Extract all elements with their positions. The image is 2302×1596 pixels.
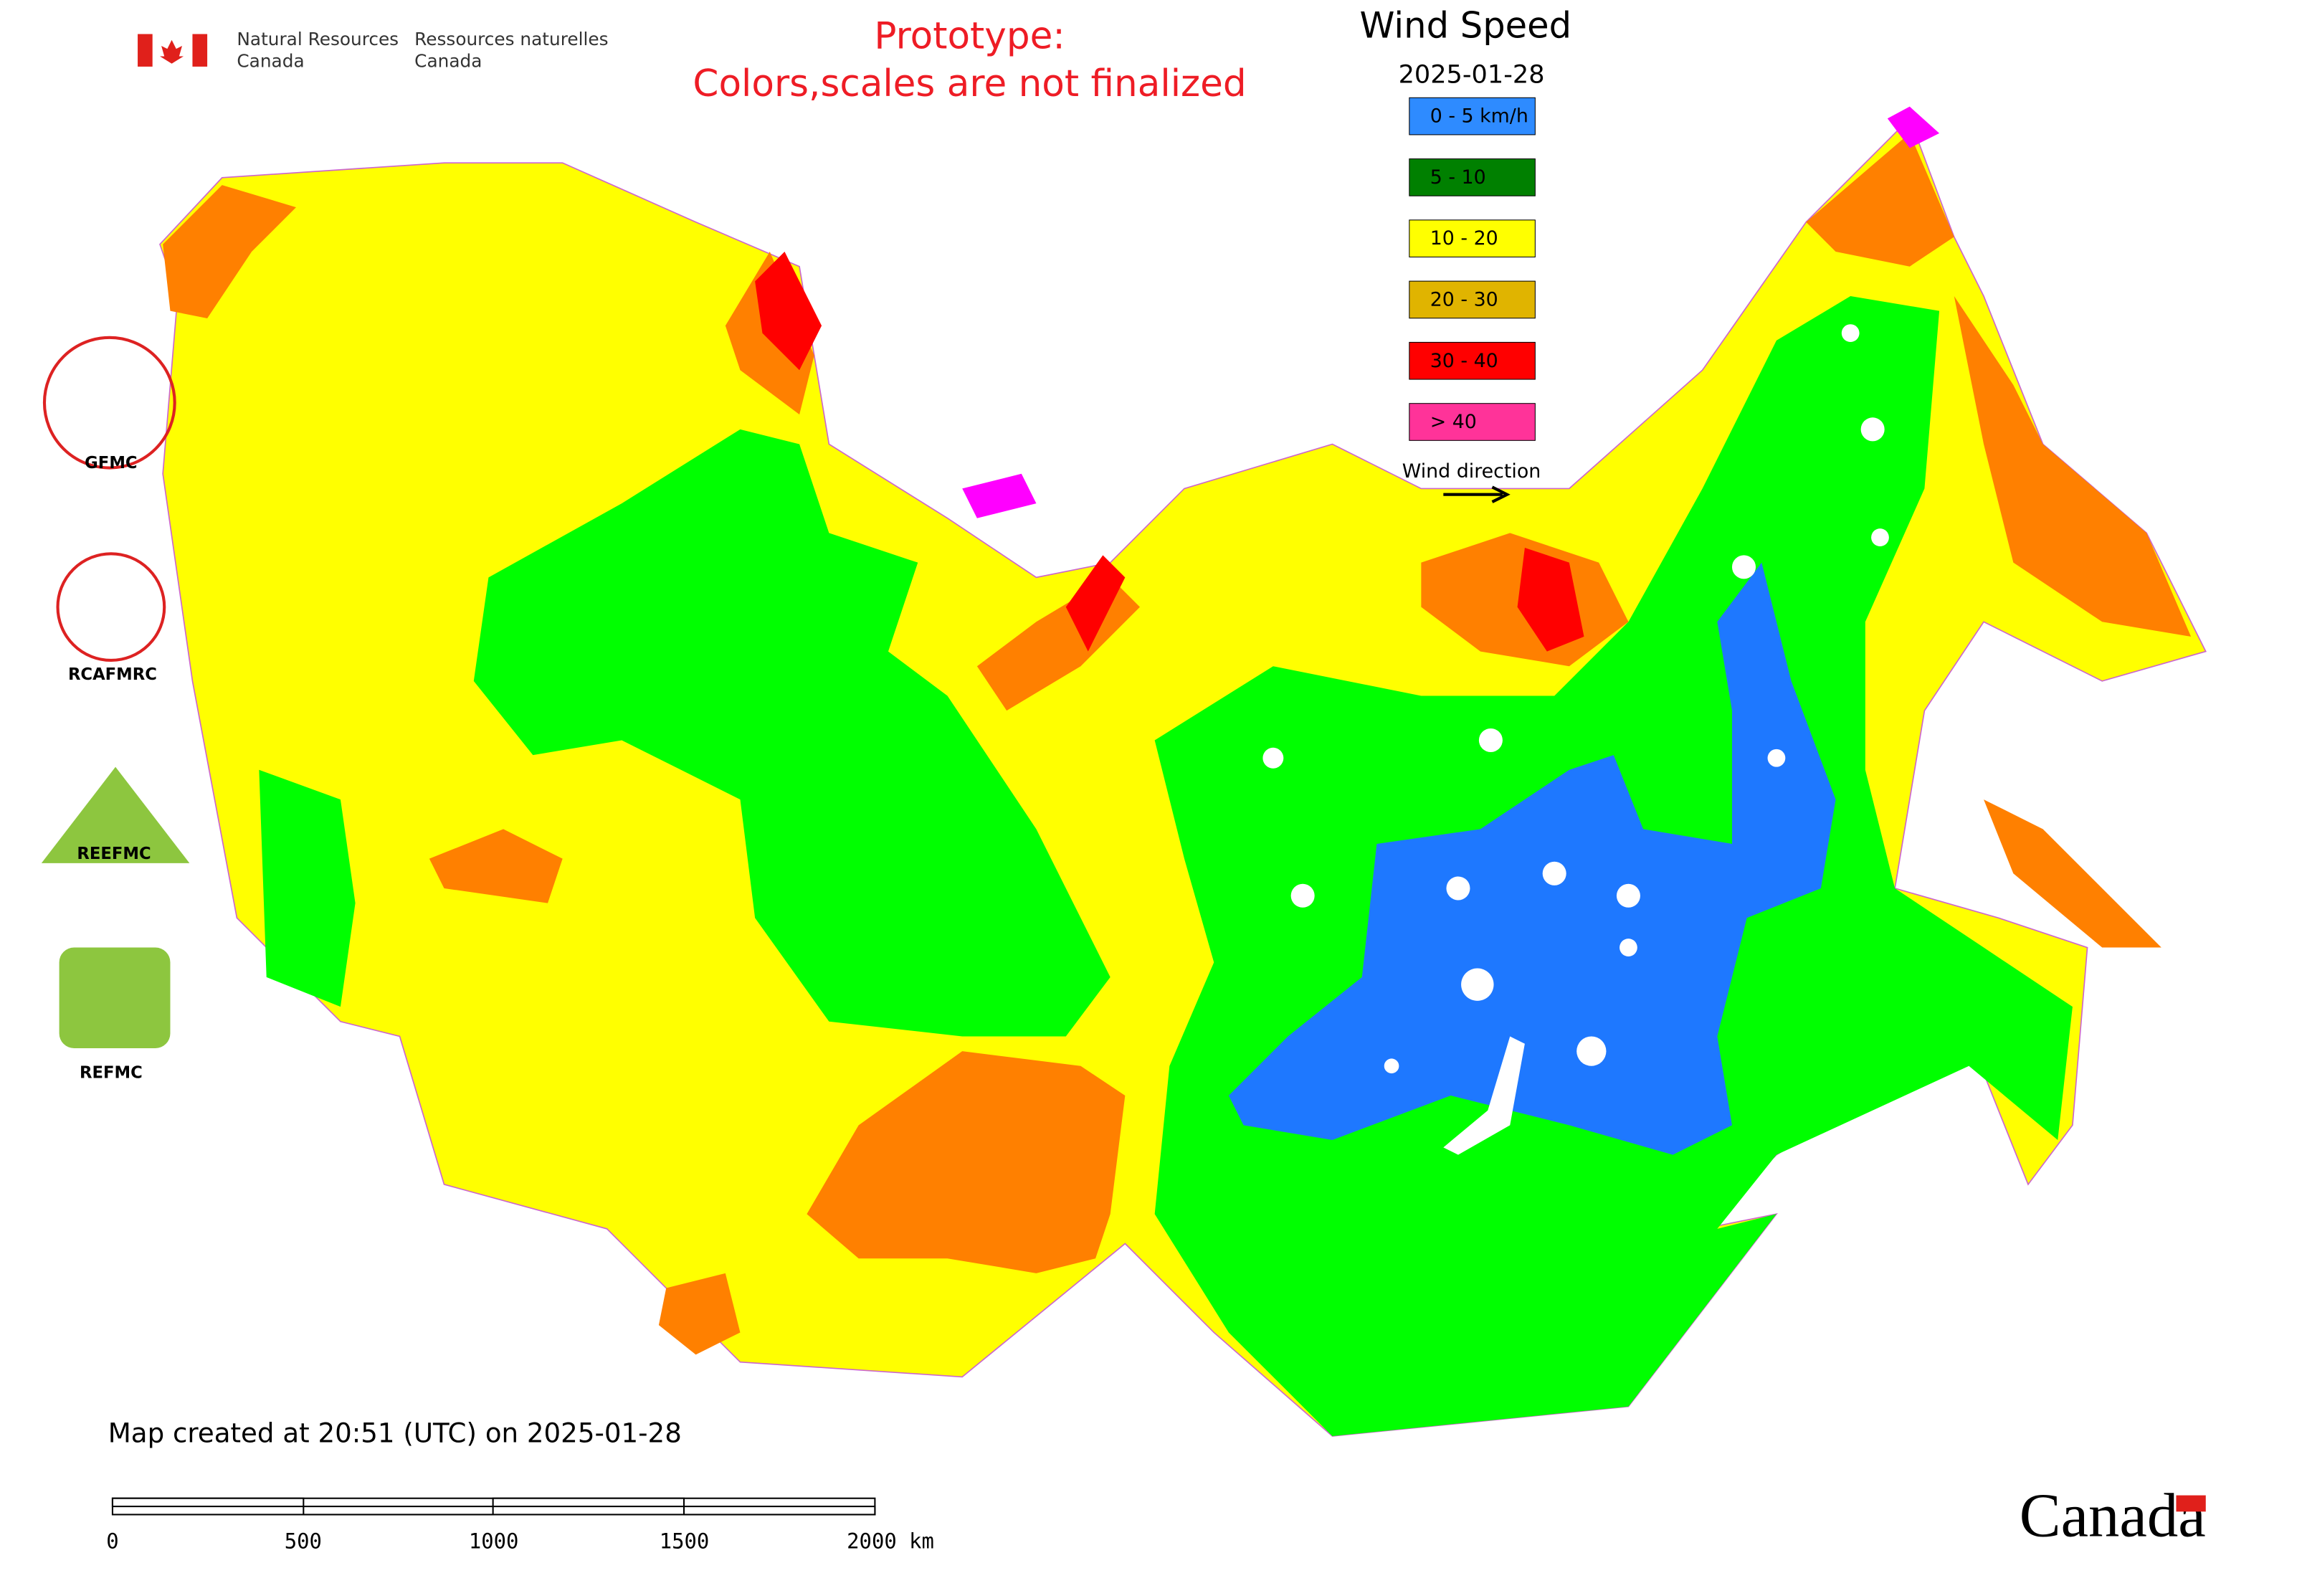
legend-label: 0 - 5 km/h bbox=[1430, 105, 1528, 128]
zone-green bbox=[259, 769, 356, 1007]
zone-red bbox=[1065, 555, 1126, 652]
logos: GFMC RCAFMRC REEFMC REFMC bbox=[41, 336, 190, 1083]
maple-leaf bbox=[160, 39, 184, 64]
zone-orange bbox=[163, 185, 296, 318]
logo-mark bbox=[41, 766, 190, 863]
legend-label: 10 - 20 bbox=[1430, 227, 1498, 250]
legend-swatch bbox=[1409, 219, 1536, 257]
wind-arrow bbox=[1443, 485, 1511, 503]
scale-label: 500 bbox=[285, 1529, 322, 1554]
legend-label: > 40 bbox=[1430, 411, 1477, 433]
legend-swatch bbox=[1409, 97, 1536, 136]
notice: Colors,scales are not finalized bbox=[693, 62, 1246, 105]
header: Natural Resources Canada Ressources natu… bbox=[138, 15, 1247, 105]
created-note: Map created at 20:51 (UTC) on 2025-01-28 bbox=[108, 1417, 682, 1448]
logo-mark bbox=[59, 947, 171, 1048]
flag-bar bbox=[192, 34, 208, 67]
scale-labels: 0 500 1000 1500 2000 km bbox=[106, 1529, 934, 1554]
zone-red bbox=[755, 252, 822, 371]
scale-label: 0 bbox=[106, 1529, 118, 1554]
map bbox=[159, 106, 2207, 1437]
footer: Map created at 20:51 (UTC) on 2025-01-28… bbox=[106, 1417, 2206, 1554]
scale-label: 2000 km bbox=[847, 1529, 934, 1554]
agency-name: Canada bbox=[414, 51, 482, 72]
logo-label: RCAFMRC bbox=[68, 665, 157, 684]
logo-label: REFMC bbox=[80, 1064, 143, 1083]
agency-name: Ressources naturelles bbox=[414, 29, 608, 49]
zone-orange bbox=[429, 829, 563, 903]
legend: Wind Speed 2025-01-28 Wind direction 0 -… bbox=[1360, 5, 1572, 503]
legend-title: Wind Speed bbox=[1360, 5, 1572, 47]
wordmark: Canada bbox=[2020, 1481, 2206, 1550]
zone-orange bbox=[1984, 799, 2161, 948]
wordmark-flag bbox=[2176, 1495, 2206, 1512]
zone-pink bbox=[962, 473, 1037, 518]
legend-swatch bbox=[1409, 403, 1536, 441]
zone-red bbox=[1517, 548, 1584, 652]
legend-label: 20 - 30 bbox=[1430, 288, 1498, 310]
legend-swatch bbox=[1409, 341, 1536, 380]
legend-swatch bbox=[1409, 158, 1536, 196]
logo-label: GFMC bbox=[85, 454, 137, 472]
legend-date: 2025-01-28 bbox=[1399, 60, 1545, 89]
scale-bar bbox=[111, 1497, 876, 1516]
zone-orange bbox=[658, 1273, 741, 1355]
calm-spots bbox=[1262, 324, 1889, 1074]
logo-mark bbox=[56, 552, 166, 662]
zone-orange bbox=[807, 1051, 1126, 1273]
flag-bar bbox=[138, 34, 153, 67]
scale-label: 1500 bbox=[660, 1529, 710, 1554]
notice: Prototype: bbox=[874, 15, 1065, 58]
zone-green bbox=[473, 429, 1110, 1037]
zone-blue bbox=[1228, 562, 1836, 1155]
legend-label: 5 - 10 bbox=[1430, 166, 1486, 189]
wind-direction-label: Wind direction bbox=[1402, 460, 1541, 483]
legend-label: 30 - 40 bbox=[1430, 350, 1498, 372]
scale-label: 1000 bbox=[469, 1529, 519, 1554]
legend-swatch bbox=[1409, 280, 1536, 319]
agency-name: Natural Resources bbox=[237, 29, 399, 49]
agency-name: Canada bbox=[237, 51, 304, 72]
zone-orange bbox=[1806, 133, 1954, 267]
logo-label: REEFMC bbox=[77, 845, 151, 863]
baikal bbox=[1443, 1036, 1525, 1155]
logo-mark bbox=[42, 336, 176, 470]
zone-pink bbox=[1887, 106, 1940, 148]
zone-orange bbox=[1954, 295, 2192, 637]
